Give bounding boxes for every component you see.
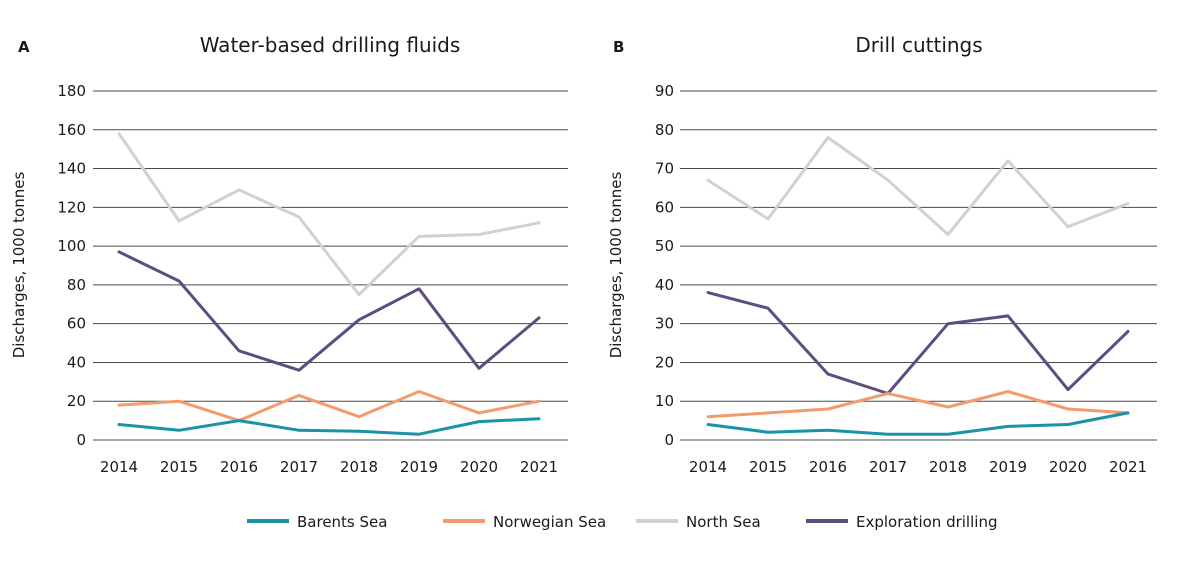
x-tick-label: 2014: [689, 458, 727, 476]
y-tick-label: 80: [655, 121, 674, 139]
y-tick-label: 60: [67, 315, 86, 333]
series-line-exploration-drilling: [119, 252, 539, 370]
y-tick-label: 0: [664, 431, 674, 449]
y-tick-label: 20: [655, 353, 674, 371]
x-tick-label: 2018: [340, 458, 378, 476]
legend-label: Exploration drilling: [856, 513, 997, 531]
chart-title: Drill cuttings: [855, 33, 982, 57]
chart-title: Water-based drilling fluids: [200, 33, 461, 57]
x-tick-label: 2017: [280, 458, 318, 476]
x-tick-label: 2019: [989, 458, 1027, 476]
y-axis-label: Discharges, 1000 tonnes: [10, 172, 28, 359]
x-tick-label: 2020: [1049, 458, 1087, 476]
series-line-norwegian-sea: [708, 392, 1128, 417]
legend-label: North Sea: [686, 513, 761, 531]
y-tick-label: 40: [655, 276, 674, 294]
x-tick-label: 2014: [100, 458, 138, 476]
x-tick-label: 2021: [520, 458, 558, 476]
x-tick-label: 2015: [749, 458, 787, 476]
y-tick-label: 70: [655, 160, 674, 178]
x-tick-label: 2020: [460, 458, 498, 476]
y-tick-label: 40: [67, 353, 86, 371]
series-line-barents-sea: [708, 413, 1128, 434]
x-tick-label: 2019: [400, 458, 438, 476]
panel-letter: A: [18, 38, 30, 56]
x-tick-label: 2018: [929, 458, 967, 476]
legend-label: Norwegian Sea: [493, 513, 606, 531]
y-tick-label: 60: [655, 198, 674, 216]
y-tick-label: 120: [57, 198, 86, 216]
y-tick-label: 100: [57, 237, 86, 255]
y-tick-label: 90: [655, 82, 674, 100]
y-tick-label: 140: [57, 160, 86, 178]
series-line-exploration-drilling: [708, 293, 1128, 394]
y-tick-label: 180: [57, 82, 86, 100]
y-tick-label: 80: [67, 276, 86, 294]
chart-panel-a: A Water-based drilling fluids 0 20 40 60 80 100…: [10, 33, 568, 476]
y-tick-label: 0: [76, 431, 86, 449]
x-tick-label: 2017: [869, 458, 907, 476]
y-tick-label: 30: [655, 315, 674, 333]
x-tick-label: 2021: [1109, 458, 1147, 476]
x-tick-label: 2015: [160, 458, 198, 476]
panel-letter: B: [613, 38, 624, 56]
series-line-barents-sea: [119, 419, 539, 435]
x-tick-label: 2016: [809, 458, 847, 476]
legend-label: Barents Sea: [297, 513, 387, 531]
y-axis-label: Discharges, 1000 tonnes: [607, 172, 625, 359]
y-tick-label: 10: [655, 392, 674, 410]
y-tick-label: 20: [67, 392, 86, 410]
series-line-north-sea: [708, 138, 1128, 235]
legend: Barents Sea Norwegian Sea North Sea Explora…: [247, 513, 997, 531]
chart-panel-b: B Drill cuttings 0 10 20 30 40 50 60 70 80 90 2014 20…: [607, 33, 1157, 476]
series-line-north-sea: [119, 134, 539, 295]
y-tick-label: 160: [57, 121, 86, 139]
y-tick-label: 50: [655, 237, 674, 255]
x-tick-label: 2016: [220, 458, 258, 476]
series-line-norwegian-sea: [119, 392, 539, 421]
